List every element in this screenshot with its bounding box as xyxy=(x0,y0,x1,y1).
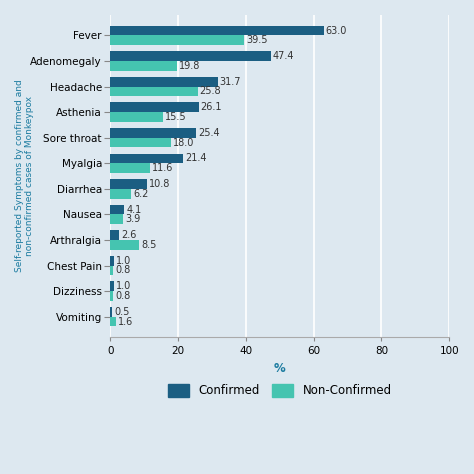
Text: 21.4: 21.4 xyxy=(185,154,206,164)
Text: 6.2: 6.2 xyxy=(133,189,149,199)
X-axis label: %: % xyxy=(274,362,285,375)
Text: 25.4: 25.4 xyxy=(198,128,220,138)
Bar xyxy=(110,240,139,250)
Text: 1.6: 1.6 xyxy=(118,317,133,327)
Bar xyxy=(110,26,324,36)
Y-axis label: Self-reported Symptoms by confirmed and
non-confirmed cases of Monkeypox: Self-reported Symptoms by confirmed and … xyxy=(15,80,35,273)
Legend: Confirmed, Non-Confirmed: Confirmed, Non-Confirmed xyxy=(163,379,396,402)
Bar xyxy=(110,317,116,327)
Text: 2.6: 2.6 xyxy=(121,230,137,240)
Text: 39.5: 39.5 xyxy=(246,36,268,46)
Text: 18.0: 18.0 xyxy=(173,137,195,147)
Text: 10.8: 10.8 xyxy=(149,179,170,189)
Bar xyxy=(110,102,199,112)
Text: 4.1: 4.1 xyxy=(126,205,141,215)
Bar xyxy=(110,265,113,275)
Text: 0.5: 0.5 xyxy=(114,307,129,317)
Bar xyxy=(110,205,124,214)
Bar xyxy=(110,291,113,301)
Text: 25.8: 25.8 xyxy=(200,86,221,97)
Text: 3.9: 3.9 xyxy=(126,214,141,224)
Bar xyxy=(110,230,119,240)
Text: 63.0: 63.0 xyxy=(326,26,347,36)
Bar xyxy=(110,128,196,138)
Bar xyxy=(110,164,149,173)
Bar xyxy=(110,282,114,291)
Text: 0.8: 0.8 xyxy=(115,265,130,275)
Bar xyxy=(110,307,112,317)
Bar xyxy=(110,138,171,147)
Bar xyxy=(110,87,198,96)
Text: 11.6: 11.6 xyxy=(152,163,173,173)
Text: 26.1: 26.1 xyxy=(201,102,222,112)
Bar xyxy=(110,112,163,122)
Bar xyxy=(110,179,147,189)
Bar xyxy=(110,51,271,61)
Bar xyxy=(110,36,244,45)
Text: 1.0: 1.0 xyxy=(116,281,131,292)
Text: 19.8: 19.8 xyxy=(179,61,201,71)
Text: 0.8: 0.8 xyxy=(115,291,130,301)
Text: 15.5: 15.5 xyxy=(165,112,186,122)
Bar xyxy=(110,77,218,87)
Bar xyxy=(110,189,131,199)
Bar xyxy=(110,61,177,71)
Text: 1.0: 1.0 xyxy=(116,256,131,266)
Text: 8.5: 8.5 xyxy=(141,240,156,250)
Text: 31.7: 31.7 xyxy=(220,77,241,87)
Text: 47.4: 47.4 xyxy=(273,51,294,61)
Bar xyxy=(110,256,114,265)
Bar xyxy=(110,154,183,164)
Bar xyxy=(110,214,123,224)
